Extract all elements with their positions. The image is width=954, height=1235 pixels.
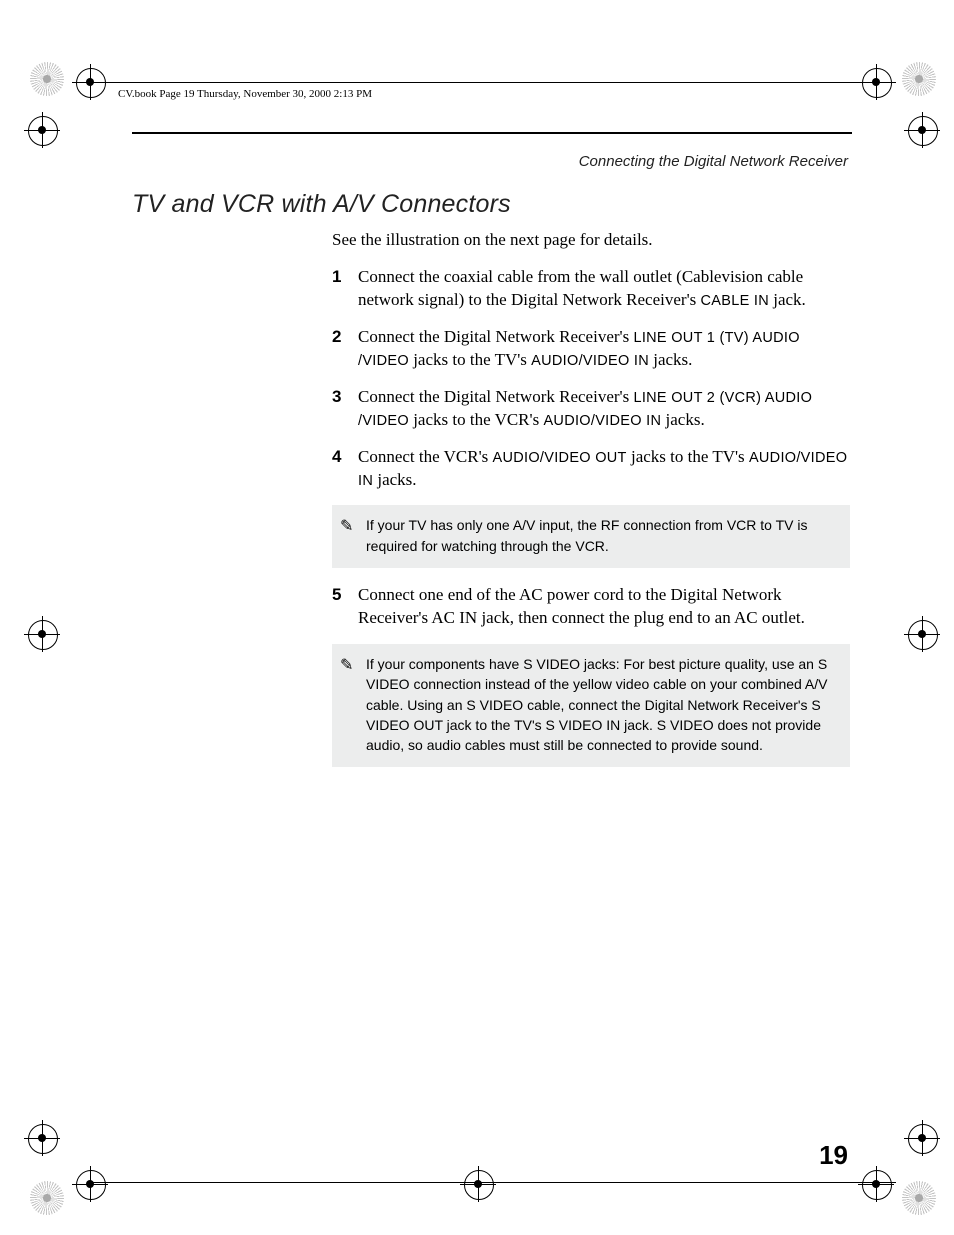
step-text: Connect the coaxial cable from the wall …	[358, 267, 806, 309]
registration-mark-icon	[460, 1166, 496, 1202]
step-item: 3 Connect the Digital Network Receiver's…	[332, 386, 850, 432]
running-head: Connecting the Digital Network Receiver	[579, 153, 848, 170]
step-item: 5 Connect one end of the AC power cord t…	[332, 584, 850, 630]
step-text: Connect the Digital Network Receiver's L…	[358, 327, 800, 369]
section-title: TV and VCR with A/V Connectors	[132, 190, 850, 219]
step-number: 2	[332, 326, 341, 349]
page-number: 19	[819, 1140, 848, 1171]
registration-mark-icon	[24, 616, 60, 652]
intro-text: See the illustration on the next page fo…	[332, 229, 850, 252]
content-area: TV and VCR with A/V Connectors See the i…	[132, 190, 850, 783]
registration-mark-icon	[858, 1166, 894, 1202]
registration-mark-icon	[24, 112, 60, 148]
step-text: Connect the VCR's AUDIO/VIDEO OUT jacks …	[358, 447, 847, 489]
step-number: 4	[332, 446, 341, 469]
registration-mark-icon	[904, 112, 940, 148]
registration-mark-icon	[858, 64, 894, 100]
printer-mark-icon	[30, 62, 64, 96]
printer-mark-icon	[902, 1181, 936, 1215]
note-text: If your components have S VIDEO jacks: F…	[366, 656, 828, 753]
registration-mark-icon	[24, 1120, 60, 1156]
note-text: If your TV has only one A/V input, the R…	[366, 517, 807, 553]
step-item: 1 Connect the coaxial cable from the wal…	[332, 266, 850, 312]
crop-line-top	[90, 82, 896, 83]
step-number: 1	[332, 266, 341, 289]
book-meta-line: CV.book Page 19 Thursday, November 30, 2…	[118, 88, 372, 100]
note-box: ✎ If your components have S VIDEO jacks:…	[332, 644, 850, 767]
steps-list-continued: 5 Connect one end of the AC power cord t…	[332, 584, 850, 630]
step-item: 4 Connect the VCR's AUDIO/VIDEO OUT jack…	[332, 446, 850, 492]
steps-list: 1 Connect the coaxial cable from the wal…	[332, 266, 850, 492]
header-rule	[132, 132, 852, 134]
step-text: Connect one end of the AC power cord to …	[358, 585, 805, 627]
step-text: Connect the Digital Network Receiver's L…	[358, 387, 812, 429]
printer-mark-icon	[30, 1181, 64, 1215]
note-box: ✎ If your TV has only one A/V input, the…	[332, 505, 850, 568]
step-number: 3	[332, 386, 341, 409]
step-item: 2 Connect the Digital Network Receiver's…	[332, 326, 850, 372]
pencil-icon: ✎	[340, 654, 353, 677]
step-number: 5	[332, 584, 341, 607]
registration-mark-icon	[72, 64, 108, 100]
page-root: CV.book Page 19 Thursday, November 30, 2…	[0, 0, 954, 1235]
registration-mark-icon	[904, 1120, 940, 1156]
pencil-icon: ✎	[340, 515, 353, 538]
registration-mark-icon	[904, 616, 940, 652]
registration-mark-icon	[72, 1166, 108, 1202]
printer-mark-icon	[902, 62, 936, 96]
